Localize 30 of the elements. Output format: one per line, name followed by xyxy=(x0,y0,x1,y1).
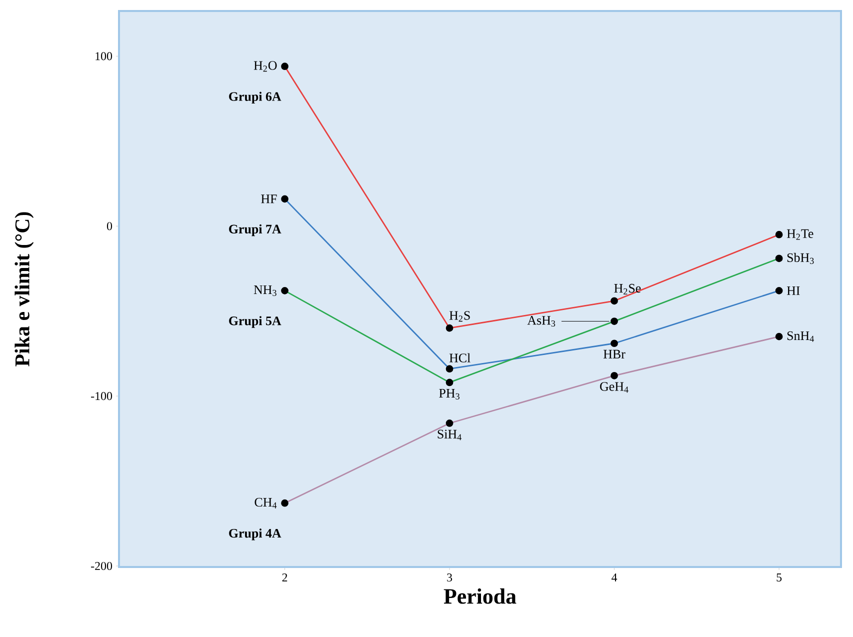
series-label: Grupi 6A xyxy=(229,92,282,104)
annotation: PH$_{3}$ xyxy=(439,388,460,400)
y-axis-title: Pika e vlimit (°C) xyxy=(14,212,34,366)
annotation: CH$_{4}$ xyxy=(254,498,277,508)
x-tick-label: 3 xyxy=(447,574,452,582)
series-label: Grupi 4A xyxy=(229,528,282,540)
series-label: Grupi 7A xyxy=(229,224,282,236)
annotation: SbH$_{3}$ xyxy=(787,252,814,264)
annotation: H$_{2}$Te xyxy=(786,229,814,240)
annotation: SiH$_{4}$ xyxy=(438,430,462,440)
annotation: H$_{2}$O xyxy=(254,61,277,72)
annotation: NH$_{3}$ xyxy=(254,285,276,296)
y-tick-label: 0 xyxy=(106,222,112,230)
y-tick-label: -100 xyxy=(91,392,112,400)
x-tick-label: 4 xyxy=(612,574,618,582)
annotation: GeH$_{4}$ xyxy=(600,382,628,393)
annotation: SnH$_{4}$ xyxy=(787,331,814,342)
y-tick-label: 100 xyxy=(96,52,112,60)
annotation: H$_{2}$S xyxy=(449,311,470,322)
annotation: H$_{2}$Se xyxy=(614,284,641,294)
annotation: HF xyxy=(261,194,277,204)
x-tick-label: 2 xyxy=(282,574,288,582)
x-axis-title: Perioda xyxy=(444,588,516,604)
annotation: HI xyxy=(786,286,800,295)
annotation: AsH$_{3}$ xyxy=(527,316,556,327)
annotation: HBr xyxy=(604,350,626,358)
series-label: Grupi 5A xyxy=(229,316,282,328)
x-tick-label: 5 xyxy=(776,574,782,582)
y-tick-label: -200 xyxy=(91,562,112,570)
annotation: HCl xyxy=(449,353,470,362)
